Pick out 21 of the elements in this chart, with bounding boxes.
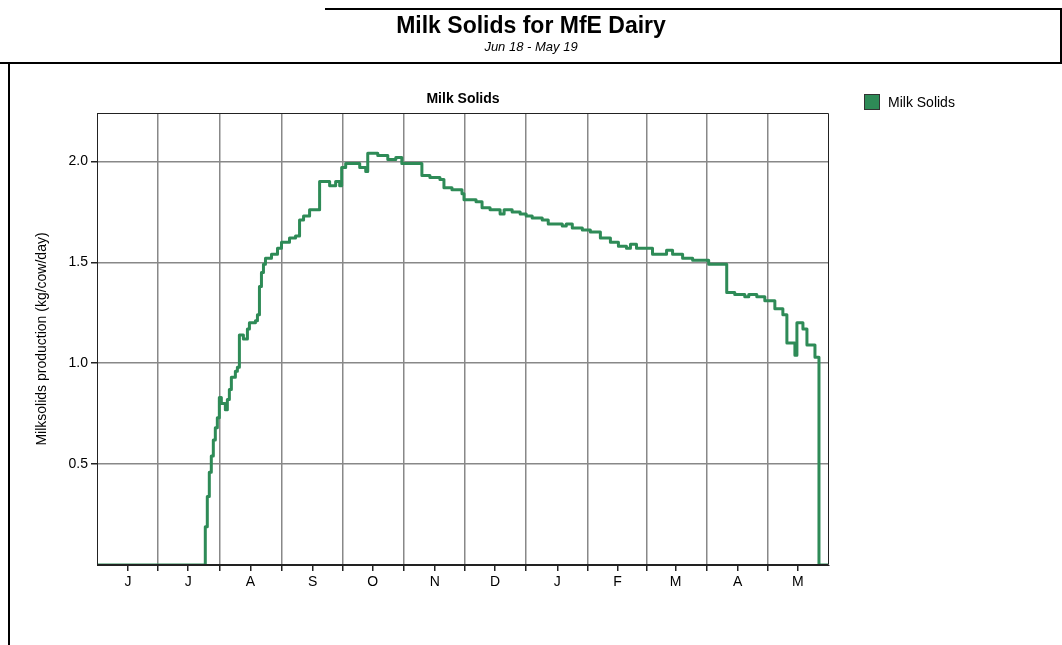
x-tick-label: F [613,573,622,590]
x-tick-label: N [429,573,440,590]
y-tick-label: 2.0 [68,152,89,169]
x-tick-label: S [307,573,318,590]
x-tick-label: J [124,573,132,590]
x-tick-label: A [733,573,744,590]
y-tick-label: 1.0 [68,354,89,371]
x-tick-label: M [792,573,804,590]
x-tick-label: O [367,573,379,590]
x-tick-label: J [184,573,192,590]
x-tick-label: M [669,573,682,590]
legend-label: Milk Solids [888,94,955,110]
chart-subtitle: Jun 18 - May 19 [483,39,579,54]
y-tick-label: 0.5 [68,454,89,471]
chart-title: Milk Solids for MfE Dairy [395,12,667,39]
x-tick-label: A [245,573,256,590]
y-axis-title: Milksolids production (kg/cow/day) [33,232,50,446]
text: Milk Solids [425,90,501,106]
x-tick-label: J [553,573,561,590]
y-tick-label: 1.5 [68,253,89,270]
x-tick-label: D [490,573,501,590]
